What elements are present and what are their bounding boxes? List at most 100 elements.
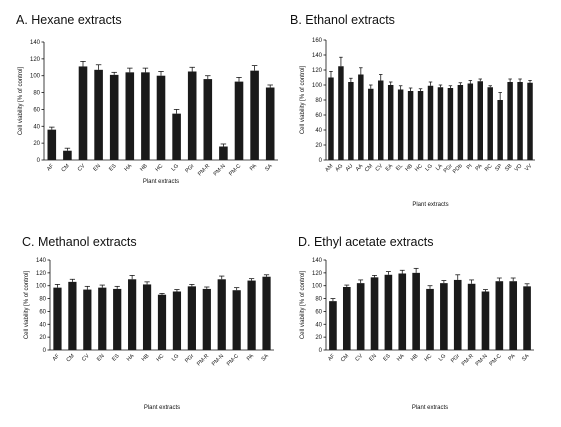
y-tick-label: 0	[319, 348, 323, 354]
bar-sa	[262, 276, 271, 350]
x-tick-label: ES	[382, 353, 392, 363]
x-tick-label: RC	[484, 163, 494, 173]
y-axis-title: Cell viability [% of control]	[18, 66, 24, 135]
x-tick-label: HC	[424, 353, 434, 363]
chart-panel-4: D. Ethyl acetate extracts 0 20 40 60 80 100 120…	[298, 235, 534, 411]
x-tick-label: HA	[124, 163, 134, 173]
x-tick-label: VO	[514, 163, 524, 173]
bar-cm	[68, 281, 77, 350]
x-tick-label: AM	[324, 163, 334, 173]
bar-lg	[172, 291, 182, 350]
x-tick-label: LA	[435, 163, 444, 172]
bar-pa	[477, 81, 483, 160]
bar-hb	[407, 91, 414, 160]
bar-hc	[426, 288, 434, 350]
x-tick-label: PM-N	[475, 353, 489, 367]
x-tick-label: PA	[507, 353, 516, 362]
bar-pm-c	[234, 81, 244, 160]
y-tick-label: 40	[315, 128, 322, 134]
bar-pm-n	[217, 279, 226, 350]
x-tick-label: CV	[81, 353, 91, 363]
bar-ag	[338, 66, 344, 160]
y-tick-label: 80	[315, 98, 322, 104]
bar-lg	[440, 283, 448, 350]
y-tick-label: 100	[312, 284, 323, 290]
y-tick-label: 60	[315, 309, 322, 315]
bar-cm	[368, 88, 374, 160]
x-tick-label: LG	[171, 163, 180, 172]
bar-sa	[265, 87, 275, 160]
y-tick-label: 0	[319, 158, 323, 164]
bar-cm	[342, 287, 351, 350]
x-tick-label: AF	[52, 353, 62, 363]
y-tick-label: 100	[36, 284, 47, 290]
bar-en	[98, 287, 107, 350]
bar-pgr	[453, 279, 462, 350]
x-tick-label: VV	[524, 163, 534, 173]
x-tick-label: EN	[96, 353, 106, 363]
x-tick-label: AF	[46, 163, 56, 173]
x-tick-label: LG	[424, 163, 433, 172]
bar-pm-r	[203, 79, 213, 160]
y-tick-label: 120	[312, 271, 323, 277]
bar-pdb	[457, 85, 464, 160]
x-tick-label: AU	[345, 163, 355, 173]
x-axis-title: Plant extracts	[144, 405, 180, 411]
panel-title: A. Hexane extracts	[16, 13, 122, 27]
bar-pa	[247, 280, 256, 350]
bar-cm	[63, 150, 72, 160]
bar-hc	[156, 75, 166, 160]
x-tick-label: HA	[126, 353, 136, 363]
x-tick-label: AA	[355, 163, 365, 173]
bar-cv	[378, 80, 384, 160]
panel-title: B. Ethanol extracts	[290, 13, 395, 27]
x-tick-label: EN	[92, 163, 102, 173]
bar-pa	[509, 281, 518, 350]
x-tick-label: CV	[375, 163, 385, 173]
y-tick-label: 60	[39, 309, 46, 315]
x-tick-label: CM	[340, 353, 351, 364]
bar-cv	[83, 289, 92, 350]
x-tick-label: HB	[404, 163, 414, 173]
x-axis-title: Plant extracts	[412, 405, 448, 411]
bar-vo	[517, 82, 523, 160]
x-tick-label: PM-N	[213, 163, 227, 177]
bar-pa	[250, 70, 259, 160]
y-axis-title: Cell viability [% of control]	[24, 270, 30, 339]
y-tick-label: 140	[36, 258, 47, 264]
bar-sp	[497, 100, 503, 160]
bar-en	[370, 277, 379, 350]
bar-pm-c	[495, 281, 504, 350]
bar-ha	[128, 279, 137, 350]
bar-sa	[523, 286, 531, 350]
bar-vv	[527, 82, 533, 160]
y-tick-label: 80	[315, 297, 322, 303]
x-tick-label: AF	[327, 353, 337, 363]
y-tick-label: 0	[43, 348, 47, 354]
chart-panel-1: A. Hexane extracts 0 20 40 60 80 100 120 140 Cell…	[16, 13, 278, 185]
chart-panel-3: C. Methanol extracts 0 20 40 60 80 100 120 140 Ce…	[22, 235, 274, 411]
x-tick-label: HB	[410, 353, 420, 363]
bar-hc	[417, 91, 424, 160]
x-tick-label: HA	[396, 353, 406, 363]
bar-hb	[142, 284, 152, 350]
x-tick-label: HB	[141, 353, 151, 363]
x-tick-label: CM	[66, 353, 77, 364]
bar-aa	[358, 74, 364, 160]
bar-af	[329, 301, 337, 350]
x-tick-label: SB	[504, 163, 514, 173]
bar-cv	[356, 283, 365, 350]
y-tick-label: 100	[30, 74, 41, 80]
bar-pgr	[187, 71, 197, 160]
x-tick-label: SP	[494, 163, 504, 173]
y-tick-label: 60	[315, 113, 322, 119]
x-tick-label: PDb	[452, 163, 464, 175]
x-tick-label: PM-R	[196, 353, 210, 367]
y-tick-label: 60	[33, 107, 40, 113]
y-axis-title: Cell viability [% of control]	[300, 270, 306, 339]
x-tick-label: HC	[155, 163, 165, 173]
x-tick-label: SA	[264, 163, 274, 173]
bar-ha	[125, 72, 135, 160]
y-tick-label: 20	[39, 335, 46, 341]
y-tick-label: 140	[312, 53, 323, 59]
